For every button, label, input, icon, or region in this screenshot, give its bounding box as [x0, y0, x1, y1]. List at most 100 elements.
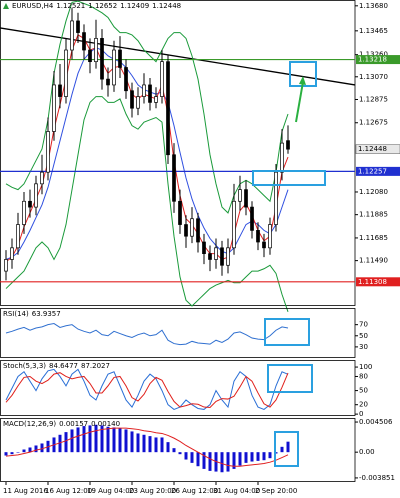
candle-body — [142, 84, 146, 97]
y-tick-label: 100 — [359, 363, 372, 371]
y-tick-label: 1.11685 — [359, 234, 388, 242]
y-tick-label: 30 — [359, 343, 368, 351]
candle-body — [202, 241, 206, 254]
candle-body — [226, 247, 230, 266]
y-tick-label: 1.11885 — [359, 211, 388, 219]
candle-body — [244, 189, 248, 208]
histogram-bar — [190, 452, 194, 463]
arrow-head — [299, 76, 306, 85]
histogram-bar — [124, 429, 128, 453]
panel-title: RSI(14) 63.9357 — [3, 310, 61, 318]
title-value: 1.12448 — [152, 2, 181, 10]
histogram-bar — [172, 448, 176, 453]
y-tick-label: 0.00 — [359, 448, 375, 456]
candle-body — [46, 131, 50, 173]
title-value: 1.12409 — [120, 2, 149, 10]
title-value: 0.00140 — [91, 420, 120, 428]
candle-body — [280, 142, 284, 173]
title-value: 1.12652 — [88, 2, 117, 10]
price-label: 1.12448 — [358, 145, 387, 153]
candle-body — [250, 206, 254, 231]
histogram-bar — [136, 433, 140, 453]
candle-body — [70, 20, 74, 51]
candle-body — [238, 189, 242, 202]
level-label: 1.12257 — [358, 167, 387, 175]
candle-body — [172, 154, 176, 202]
histogram-bar — [106, 426, 110, 453]
histogram-bar — [76, 427, 80, 453]
x-tick-label: 16 Aug 12:00 — [45, 487, 92, 495]
histogram-bar — [226, 452, 230, 472]
panel-title: MACD(12,26,9) 0.00157 0.00140 — [3, 420, 120, 428]
candle-body — [184, 224, 188, 237]
indicator-line — [5, 372, 289, 409]
candle-body — [40, 171, 44, 185]
x-tick-label: 11 Aug 2016 — [3, 487, 48, 495]
histogram-bar — [16, 452, 20, 453]
level-label: 1.11308 — [358, 278, 387, 286]
candle-body — [34, 183, 38, 208]
panel-frame — [0, 360, 356, 416]
candle-body — [286, 140, 290, 150]
title-value: 0.00157 — [59, 420, 88, 428]
candle-body — [154, 96, 158, 103]
histogram-bar — [22, 449, 26, 453]
histogram-bar — [220, 452, 224, 473]
y-tick-label: 70 — [359, 321, 368, 329]
histogram-bar — [40, 443, 44, 453]
histogram-bar — [154, 437, 158, 453]
indicator-line — [5, 368, 289, 410]
histogram-bar — [256, 452, 260, 461]
candle-body — [88, 49, 92, 63]
histogram-bar — [244, 452, 248, 463]
candle-body — [52, 84, 56, 132]
level-label-box — [356, 166, 400, 176]
candle-body — [166, 61, 170, 156]
y-tick-label: 80 — [359, 372, 368, 380]
panel-frame — [0, 308, 356, 358]
indicator-line — [5, 323, 289, 346]
candle-body — [256, 230, 260, 243]
histogram-bar — [262, 452, 266, 461]
x-tick-label: 26 Aug 12:00 — [171, 487, 218, 495]
candle-body — [16, 224, 20, 249]
y-tick-label: 1.13070 — [359, 73, 388, 81]
candle-body — [94, 38, 98, 63]
symbol-icon — [3, 3, 9, 9]
histogram-bar — [100, 425, 104, 453]
y-tick-label: 50 — [359, 332, 368, 340]
indicator-line — [5, 34, 289, 263]
histogram-bar — [34, 445, 38, 453]
highlight-box — [264, 318, 310, 346]
histogram-bar — [148, 436, 152, 453]
y-tick-label: 1.13260 — [359, 51, 388, 59]
histogram-bar — [70, 429, 74, 453]
histogram-bar — [178, 452, 182, 455]
histogram-bar — [280, 446, 284, 453]
histogram-bar — [130, 431, 134, 453]
y-tick-label: 50 — [359, 387, 368, 395]
candle-body — [100, 38, 104, 80]
histogram-bar — [160, 437, 164, 453]
title-value: 1.12521 — [56, 2, 85, 10]
title-text: RSI(14) — [3, 310, 29, 318]
candle-body — [106, 78, 110, 86]
indicator-line — [5, 47, 289, 260]
title-text: EURUSD,H4 — [12, 2, 54, 10]
price-label-box — [355, 144, 400, 154]
candle-body — [268, 224, 272, 249]
candle-body — [148, 84, 152, 103]
histogram-bar — [94, 424, 98, 453]
candle-body — [190, 218, 194, 237]
histogram-bar — [184, 452, 188, 460]
title-value: 63.9357 — [32, 310, 61, 318]
candle-body — [274, 171, 278, 225]
indicator-line — [5, 0, 289, 214]
histogram-bar — [82, 426, 86, 453]
y-tick-label: 1.12080 — [359, 188, 388, 196]
histogram-bar — [142, 434, 146, 453]
histogram-bar — [4, 452, 8, 456]
arrow — [295, 81, 304, 123]
histogram-bar — [286, 441, 290, 453]
